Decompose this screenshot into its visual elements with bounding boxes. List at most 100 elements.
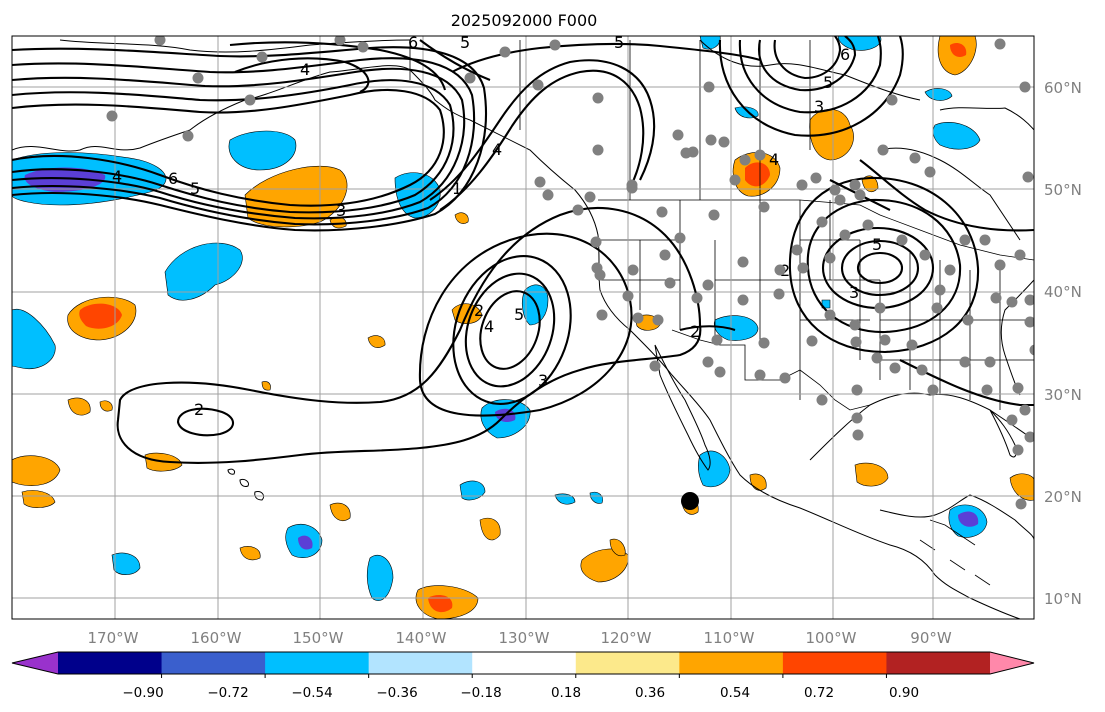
station-dot xyxy=(849,179,861,191)
colorbar xyxy=(11,651,1035,678)
lon-label: 110°W xyxy=(704,629,755,647)
station-dot xyxy=(874,302,886,314)
colorbar-tick-label: −0.36 xyxy=(376,685,417,701)
lon-label: 150°W xyxy=(293,629,344,647)
station-dot xyxy=(849,319,861,331)
station-dot xyxy=(1024,294,1034,306)
station-dot xyxy=(687,146,699,158)
lon-label: 130°W xyxy=(499,629,550,647)
lon-label: 120°W xyxy=(601,629,652,647)
station-dot xyxy=(702,279,714,291)
station-dot xyxy=(834,194,846,206)
station-dot xyxy=(499,46,511,58)
station-dot xyxy=(927,384,939,396)
station-dot xyxy=(534,176,546,188)
map-title: 2025092000 F000 xyxy=(451,11,598,30)
longitude-labels: 170°W 160°W 150°W 140°W 130°W 120°W 110°… xyxy=(88,629,952,647)
station-dot xyxy=(192,72,204,84)
contour-label: 3 xyxy=(336,201,346,220)
colorbar-segment xyxy=(472,652,577,674)
station-dot xyxy=(622,290,634,302)
contour-label: 3 xyxy=(849,283,859,302)
station-dot xyxy=(182,130,194,142)
station-dot xyxy=(934,284,946,296)
colorbar-tick-labels: −0.90 −0.72 −0.54 −0.36 −0.18 0.18 0.36 … xyxy=(122,685,919,701)
station-dot xyxy=(572,204,584,216)
colorbar-segment xyxy=(886,652,991,674)
lon-label: 100°W xyxy=(806,629,857,647)
lon-label: 90°W xyxy=(910,629,952,647)
station-dot xyxy=(592,92,604,104)
station-dot xyxy=(774,264,786,276)
station-dot xyxy=(154,36,166,46)
station-dot xyxy=(1019,404,1031,416)
station-dot xyxy=(672,129,684,141)
contour-label: 5 xyxy=(514,305,524,324)
station-dot xyxy=(924,166,936,178)
colorbar-segment xyxy=(161,652,266,674)
station-dot xyxy=(862,219,874,231)
contour-label: 5 xyxy=(614,33,624,52)
station-dot xyxy=(649,360,661,372)
station-dot xyxy=(656,206,668,218)
station-dot xyxy=(1024,316,1034,328)
contour-label: 3 xyxy=(814,97,824,116)
contour-label: 5 xyxy=(872,235,882,254)
station-dot xyxy=(244,94,256,106)
contour-label: 2 xyxy=(690,322,700,341)
contour-label: 4 xyxy=(484,317,494,336)
station-dot xyxy=(931,302,943,314)
station-dot xyxy=(549,39,561,51)
station-dot xyxy=(990,292,1002,304)
colorbar-tick-label: −0.72 xyxy=(207,685,248,701)
contour-label: 6 xyxy=(840,45,850,64)
contour-label: 6 xyxy=(168,169,178,188)
station-dot xyxy=(810,172,822,184)
contour-label: 5 xyxy=(190,179,200,198)
station-dot xyxy=(994,38,1006,50)
station-dot xyxy=(714,366,726,378)
station-dot xyxy=(627,264,639,276)
station-dot xyxy=(594,269,606,281)
station-dot xyxy=(852,429,864,441)
station-dot xyxy=(632,312,644,324)
contour-label: 5 xyxy=(460,33,470,52)
station-dot xyxy=(674,232,686,244)
colorbar-extension-low xyxy=(12,652,58,674)
lat-label: 60°N xyxy=(1044,79,1082,97)
contour-label: 4 xyxy=(112,167,122,186)
station-dot xyxy=(584,191,596,203)
colorbar-segment xyxy=(575,652,680,674)
station-dot xyxy=(850,336,862,348)
station-dot xyxy=(959,356,971,368)
colorbar-segment xyxy=(679,652,784,674)
lon-label: 140°W xyxy=(396,629,447,647)
station-dot xyxy=(1029,344,1034,356)
station-dot xyxy=(871,352,883,364)
station-dot xyxy=(806,335,818,347)
colorbar-tick-label: −0.90 xyxy=(122,685,163,701)
station-dot xyxy=(994,259,1006,271)
contour-label: 3 xyxy=(538,371,548,390)
station-dot xyxy=(1006,414,1018,426)
station-dot xyxy=(659,249,671,261)
station-dot xyxy=(1019,81,1031,93)
station-dot xyxy=(909,152,921,164)
station-dot xyxy=(758,337,770,349)
lat-label: 40°N xyxy=(1044,283,1082,301)
coastlines xyxy=(12,39,1034,619)
station-dot xyxy=(824,309,836,321)
colorbar-tick-label: −0.18 xyxy=(460,685,501,701)
contour-lines xyxy=(12,36,1034,464)
station-dot xyxy=(758,201,770,213)
station-dot xyxy=(877,144,889,156)
station-dot xyxy=(981,384,993,396)
station-dot xyxy=(919,249,931,261)
colorbar-segment xyxy=(58,652,163,674)
station-dot xyxy=(705,134,717,146)
station-dot xyxy=(984,356,996,368)
station-dot xyxy=(854,189,866,201)
station-dot xyxy=(1024,431,1034,443)
station-dot xyxy=(542,189,554,201)
colorbar-tick-label: 0.72 xyxy=(804,685,834,701)
